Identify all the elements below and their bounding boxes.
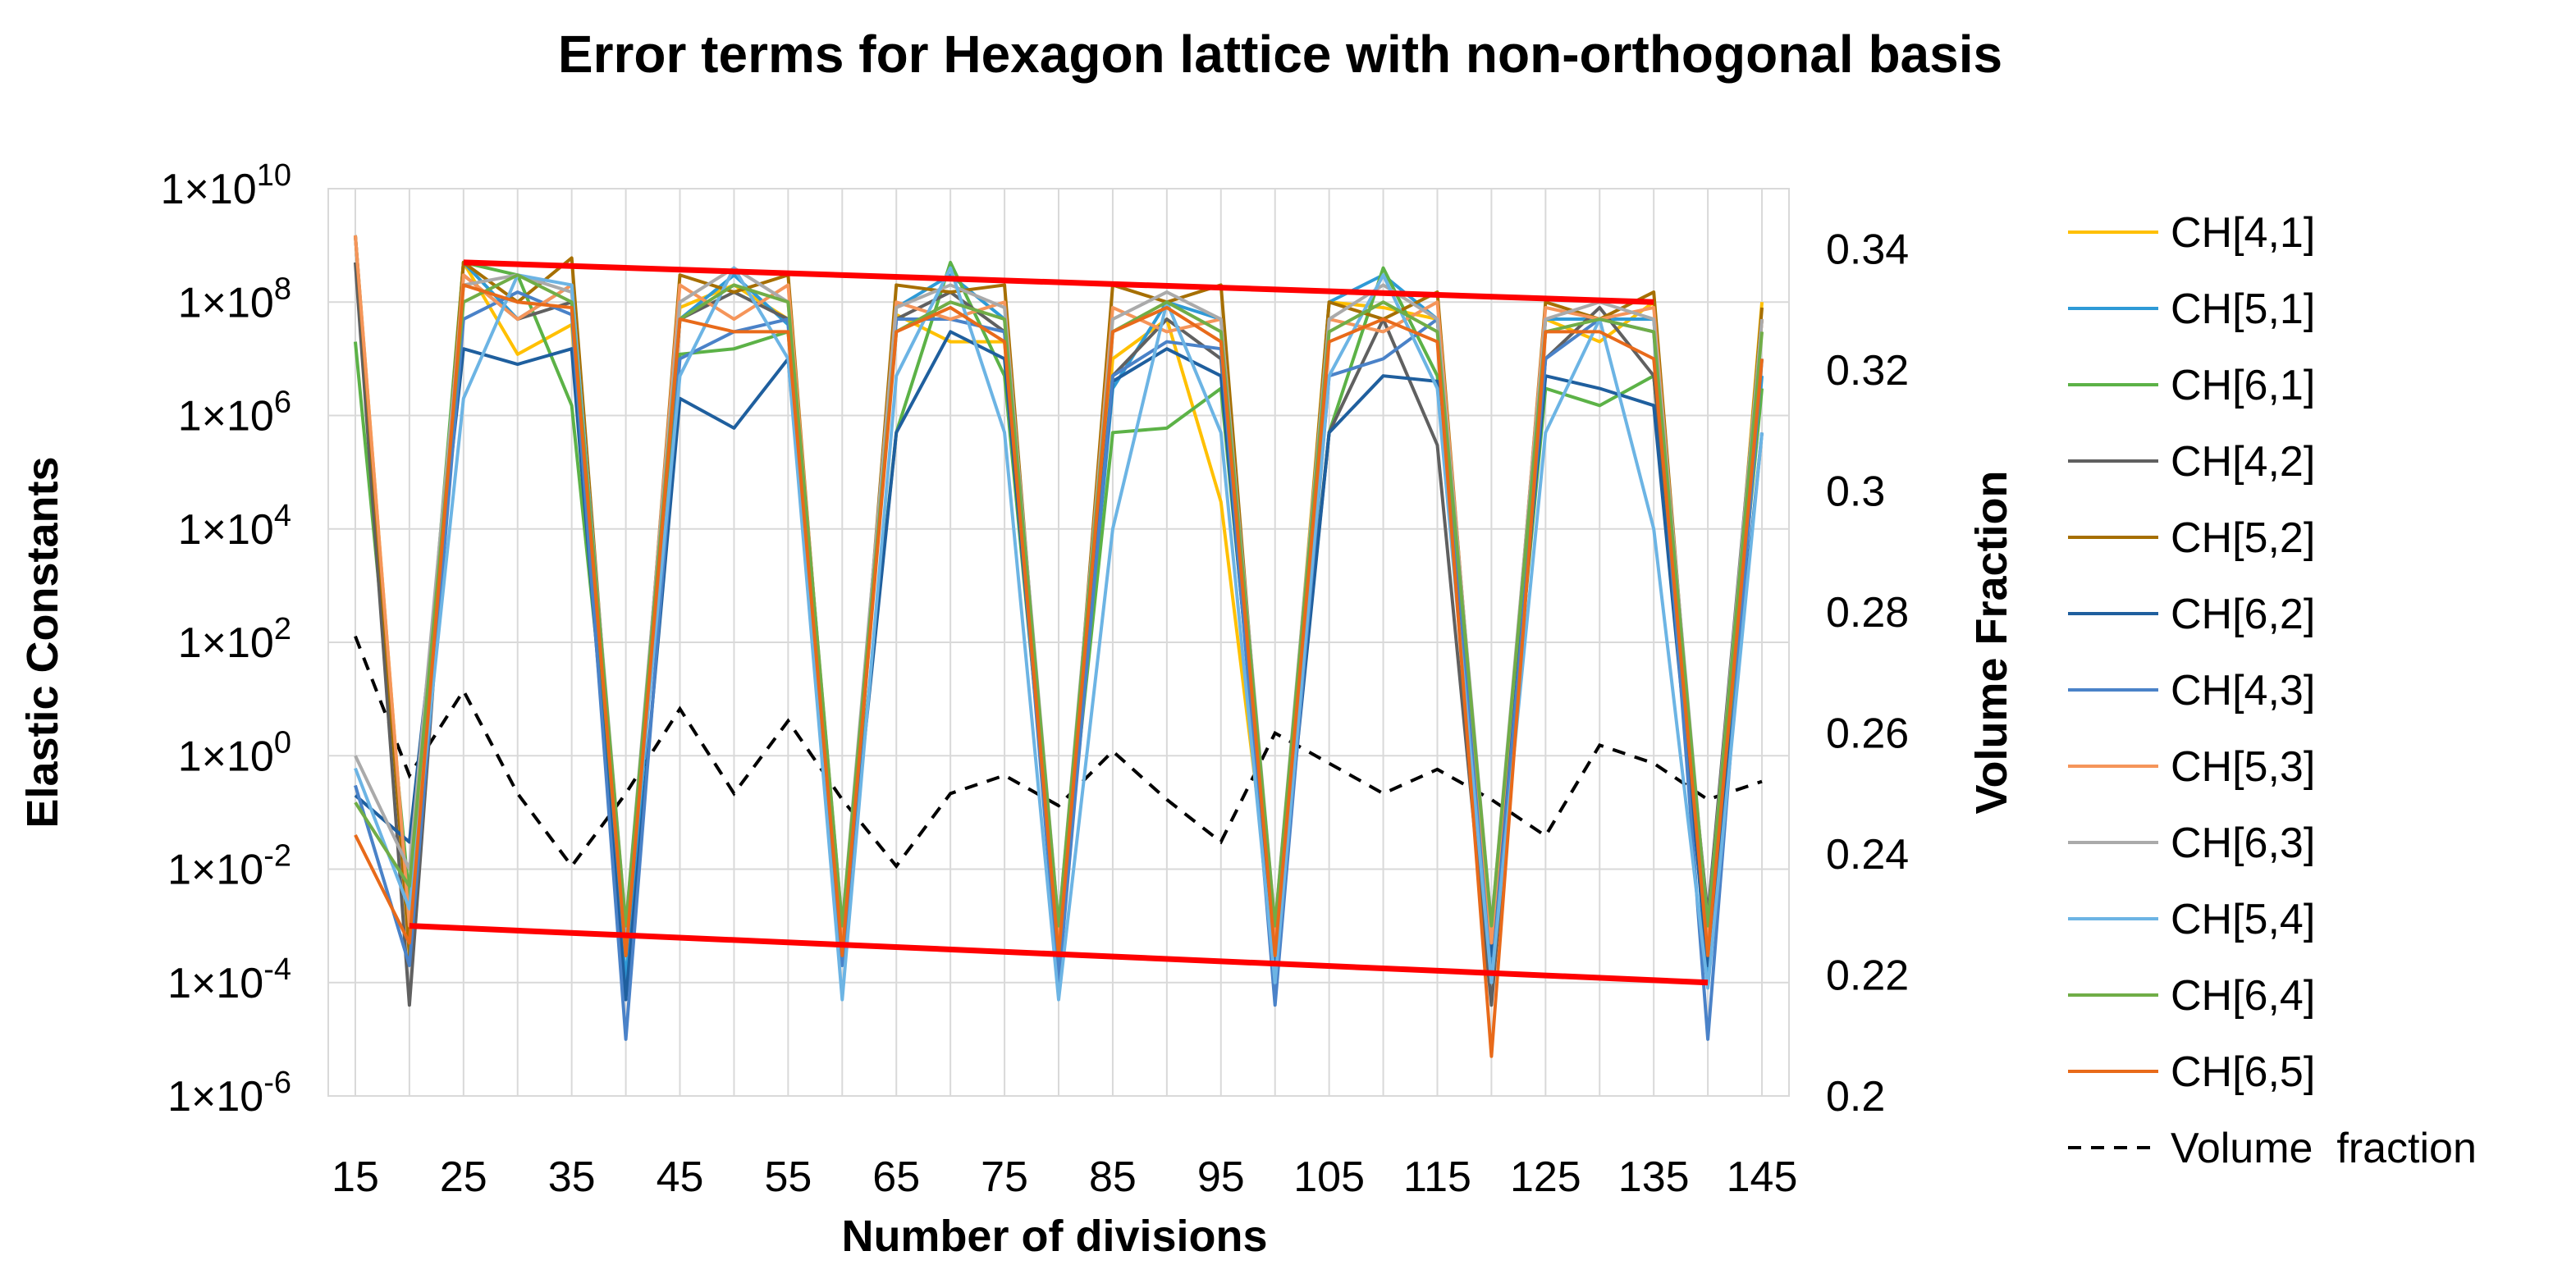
legend-label: CH[4,3] [2171, 667, 2315, 715]
y2-tick-label: 0.34 [1826, 226, 1909, 274]
y-tick-label: 1×100 [178, 725, 291, 780]
x-tick-label: 95 [1197, 1153, 1245, 1201]
legend-label: Volume fraction [2171, 1125, 2477, 1172]
upper-bound-line [463, 259, 1654, 305]
y-tick-label: 1×10-4 [167, 952, 291, 1007]
y-tick-label: 1×10-6 [167, 1066, 291, 1121]
legend-label: CH[6,1] [2171, 362, 2315, 409]
y-tick-label: 1×10-2 [167, 839, 291, 894]
x-tick-label: 15 [332, 1153, 379, 1201]
chart-title: Error terms for Hexagon lattice with non… [558, 25, 2002, 84]
legend-label: CH[5,2] [2171, 514, 2315, 562]
y2-tick-label: 0.28 [1826, 589, 1909, 637]
lower-bound-line [409, 923, 1709, 986]
x-axis-ticks: 15 25 35 45 55 65 75 85 95 105 115 125 135 145 [332, 1153, 1797, 1201]
y-tick-label: 1×1010 [161, 158, 291, 213]
x-tick-label: 75 [981, 1153, 1028, 1201]
legend-label: CH[5,3] [2171, 743, 2315, 791]
x-tick-label: 145 [1727, 1153, 1798, 1201]
y-axis-ticks: 1×1010 1×108 1×106 1×104 1×102 1×100 1×10-2 1×1… [161, 158, 291, 1121]
x-tick-label: 85 [1089, 1153, 1137, 1201]
volume-fraction-series [354, 635, 1763, 870]
y2-tick-label: 0.22 [1826, 952, 1909, 1000]
y-tick-label: 1×108 [178, 272, 291, 326]
legend-label: CH[6,4] [2171, 972, 2315, 1020]
x-tick-label: 105 [1293, 1153, 1365, 1201]
y-tick-label: 1×102 [178, 612, 291, 667]
y2-axis-title: Volume Fraction [1967, 470, 2016, 814]
y2-axis-ticks: 0.34 0.32 0.3 0.28 0.26 0.24 0.22 0.2 [1826, 226, 1909, 1121]
legend-label: CH[5,4] [2171, 896, 2315, 943]
y2-tick-label: 0.24 [1826, 831, 1909, 879]
x-tick-label: 115 [1403, 1153, 1471, 1201]
y-tick-label: 1×104 [178, 499, 291, 554]
plot-area-frame [327, 188, 1790, 1097]
legend-label: CH[4,1] [2171, 209, 2315, 257]
y2-tick-label: 0.26 [1826, 710, 1909, 758]
legend-label: CH[6,2] [2171, 591, 2315, 638]
y2-tick-label: 0.32 [1826, 347, 1909, 395]
x-tick-label: 135 [1618, 1153, 1690, 1201]
legend-label: CH[6,3] [2171, 820, 2315, 867]
legend-label: CH[5,1] [2171, 285, 2315, 333]
y-tick-label: 1×106 [178, 386, 291, 441]
y-axis-title: Elastic Constants [18, 456, 67, 828]
x-tick-label: 25 [440, 1153, 487, 1201]
x-axis-title: Number of divisions [841, 1212, 1267, 1261]
bound-lines [409, 259, 1709, 986]
y2-tick-label: 0.2 [1826, 1073, 1885, 1121]
y2-tick-label: 0.3 [1826, 468, 1885, 516]
x-tick-label: 45 [657, 1153, 704, 1201]
x-tick-label: 55 [764, 1153, 812, 1201]
volume-fraction-line [354, 635, 1763, 870]
legend-label: CH[6,5] [2171, 1048, 2315, 1096]
legend: CH[4,1] CH[5,1] CH[6,1] CH[4,2] CH[5,2] CH[6,… [2068, 209, 2477, 1172]
legend-label: CH[4,2] [2171, 438, 2315, 486]
x-tick-label: 65 [872, 1153, 920, 1201]
x-tick-label: 35 [548, 1153, 596, 1201]
x-tick-label: 125 [1510, 1153, 1581, 1201]
